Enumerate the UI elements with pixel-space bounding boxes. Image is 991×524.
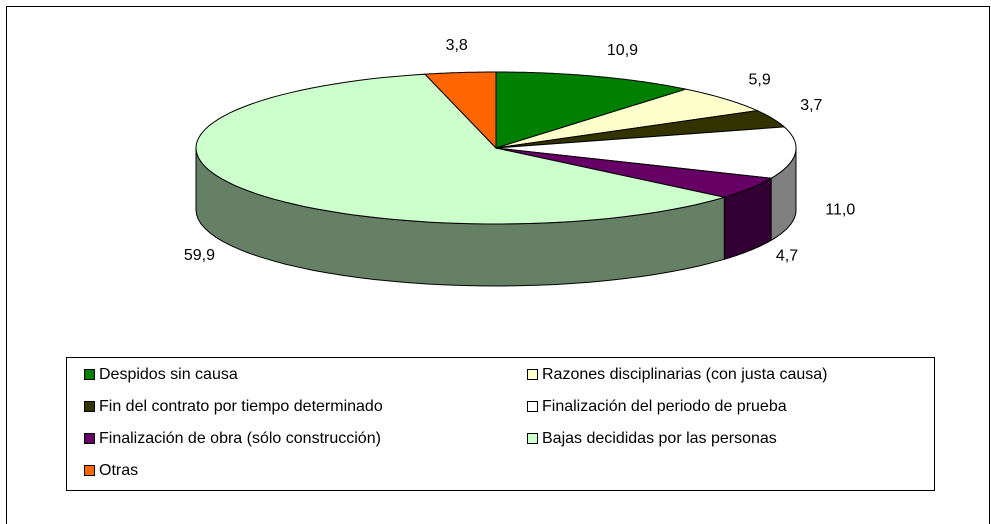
legend-label: Otras [99, 462, 138, 479]
slice [495, 110, 786, 149]
legend-swatch [84, 401, 95, 412]
chart-frame [6, 6, 990, 524]
legend-label: Finalización del periodo de prueba [542, 398, 787, 415]
slice [423, 71, 497, 150]
slice [495, 126, 797, 179]
data-label: 4,7 [776, 247, 798, 264]
data-label: 10,9 [607, 42, 638, 59]
legend-label: Finalización de obra (sólo construcción) [99, 430, 381, 447]
data-label: 3,8 [446, 37, 468, 54]
slice [495, 88, 760, 149]
data-label: 3,7 [800, 97, 822, 114]
legend-swatch [84, 465, 95, 476]
legend-label: Fin del contrato por tiempo determinado [99, 398, 383, 415]
legend-swatch [527, 369, 538, 380]
legend-label: Bajas decididas por las personas [542, 430, 777, 447]
legend-swatch [527, 433, 538, 444]
legend-box [66, 357, 935, 491]
legend-label: Razones disciplinarias (con justa causa) [542, 366, 827, 383]
legend-swatch [84, 369, 95, 380]
legend-label: Despidos sin causa [99, 366, 238, 383]
slice [495, 71, 687, 149]
data-label: 11,0 [825, 201, 855, 218]
data-label: 5,9 [749, 72, 771, 89]
data-label: 59,9 [184, 247, 215, 264]
slice [495, 147, 773, 198]
legend-swatch [527, 401, 538, 412]
legend-swatch [84, 433, 95, 444]
slice [195, 73, 725, 225]
